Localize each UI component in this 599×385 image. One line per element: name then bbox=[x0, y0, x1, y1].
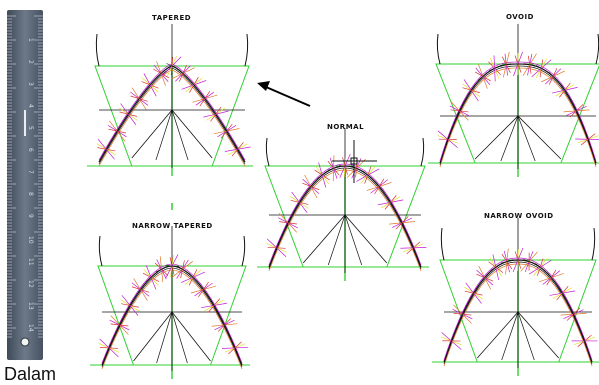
label-narrow-ovoid: NARROW OVOID bbox=[484, 212, 554, 220]
label-tapered: TAPERED bbox=[152, 14, 191, 22]
narrow-tapered-panel bbox=[90, 226, 250, 379]
arch-arm-left bbox=[266, 138, 269, 166]
arch-fan bbox=[518, 312, 534, 360]
arch-arm-left bbox=[99, 236, 102, 266]
tooth-hatch bbox=[147, 273, 156, 281]
arch-fan bbox=[172, 110, 188, 160]
arch-arm-right bbox=[596, 34, 599, 64]
arch-fan bbox=[172, 312, 187, 363]
arch-arm-right bbox=[592, 228, 595, 260]
arch-fan bbox=[328, 215, 345, 265]
normal-panel bbox=[257, 128, 429, 281]
pointer-arrow bbox=[257, 81, 310, 106]
tooth-hatch bbox=[146, 80, 154, 89]
label-narrow-tapered: NARROW TAPERED bbox=[132, 222, 213, 230]
tooth-hatch bbox=[575, 139, 599, 140]
tooth-hatch bbox=[190, 80, 198, 89]
arch-arm-left bbox=[437, 34, 440, 64]
narrow-ovoid-panel bbox=[432, 218, 599, 376]
arch-fan bbox=[501, 116, 518, 161]
tooth-hatch bbox=[375, 182, 382, 191]
arch-fan bbox=[157, 312, 172, 363]
arch-arm-right bbox=[421, 138, 424, 166]
arch-arm-left bbox=[96, 34, 99, 66]
arch-arm-left bbox=[441, 228, 444, 260]
arch-fan bbox=[518, 116, 535, 161]
arch-arm-right bbox=[245, 34, 248, 66]
tooth-hatch bbox=[137, 285, 144, 294]
tapered-panel bbox=[87, 24, 253, 176]
tooth-hatch bbox=[307, 182, 315, 191]
ovoid-panel bbox=[428, 24, 599, 177]
tooth-hatch bbox=[548, 273, 556, 282]
arch-arm-right bbox=[242, 236, 245, 266]
tooth-hatch bbox=[478, 73, 487, 81]
arch-fan bbox=[345, 215, 362, 265]
label-normal: NORMAL bbox=[327, 123, 364, 131]
arch-fan bbox=[502, 312, 518, 360]
arch-fan bbox=[156, 110, 172, 160]
label-ovoid: OVOID bbox=[506, 13, 534, 21]
caption-text: Dalam bbox=[4, 364, 56, 385]
